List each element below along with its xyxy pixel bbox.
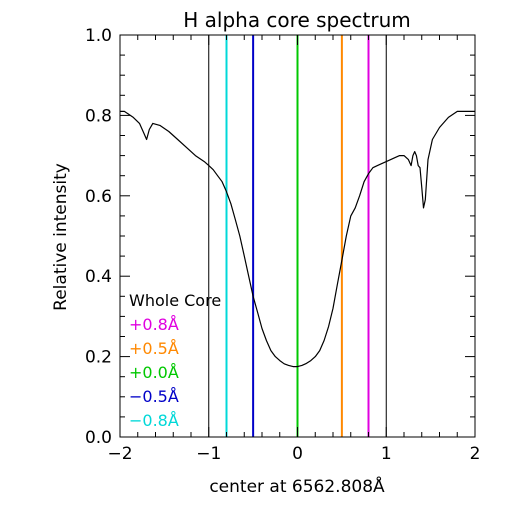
x-axis-label: center at 6562.808Å	[209, 475, 385, 497]
x-tick-label: 1	[381, 444, 392, 464]
legend-entry-1: +0.8Å	[129, 315, 179, 334]
legend-entry-2: +0.5Å	[129, 339, 179, 358]
y-tick-label: 0.2	[85, 348, 112, 368]
axes: −2 −1 0 1 2 0.0 0.2 0.4 0.6 0.8 1.0	[85, 26, 480, 464]
y-tick-label: 0.4	[85, 267, 112, 287]
legend: Whole Core +0.8Å +0.5Å +0.0Å −0.5Å −0.8Å	[129, 291, 221, 430]
y-tick-label: 0.8	[85, 106, 112, 126]
x-tick-label: −1	[196, 444, 221, 464]
x-tick-label: 2	[470, 444, 481, 464]
y-axis-label: Relative intensity	[51, 163, 71, 311]
chart-title: H alpha core spectrum	[183, 8, 411, 32]
wavelength-markers	[208, 35, 387, 437]
y-tick-label: 0.0	[85, 428, 112, 448]
legend-entry-4: −0.5Å	[129, 387, 179, 406]
x-tick-label: −2	[107, 444, 132, 464]
legend-entry-0: Whole Core	[129, 291, 221, 310]
x-tick-label: 0	[292, 444, 303, 464]
legend-entry-3: +0.0Å	[129, 363, 179, 382]
y-tick-label: 0.6	[85, 187, 112, 207]
series-layer	[120, 110, 475, 368]
spectrum-line-0	[120, 110, 475, 368]
legend-entry-5: −0.8Å	[129, 411, 179, 430]
y-tick-label: 1.0	[85, 26, 112, 46]
